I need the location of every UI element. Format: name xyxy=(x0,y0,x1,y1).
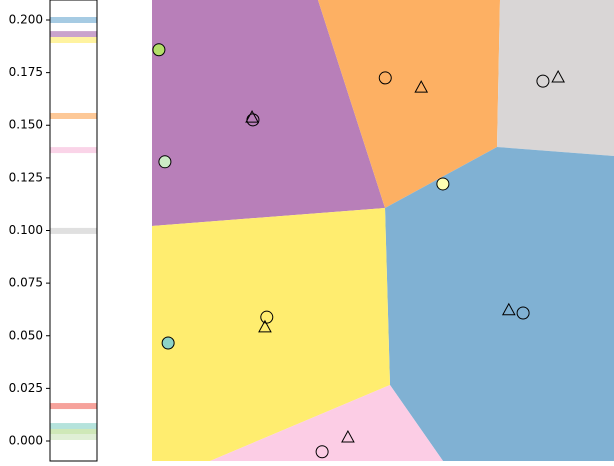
circle-marker xyxy=(378,71,392,85)
y-tick-label: 0.100 xyxy=(9,223,43,237)
colorbar-band xyxy=(50,428,97,435)
colorbar-band xyxy=(50,423,97,430)
y-tick-label: 0.150 xyxy=(9,118,43,132)
circle-marker xyxy=(516,306,530,320)
y-tick-label: 0.000 xyxy=(9,434,43,448)
colorbar-band xyxy=(50,31,97,38)
y-tick-label: 0.125 xyxy=(9,170,43,184)
colorbar-band xyxy=(50,147,97,154)
triangle-marker xyxy=(501,302,516,316)
y-tick-label: 0.175 xyxy=(9,65,43,79)
region-map xyxy=(152,0,614,461)
colorbar-band xyxy=(50,112,97,119)
colorbar-band xyxy=(50,227,97,234)
region xyxy=(152,208,390,461)
circle-marker xyxy=(152,43,166,57)
circle-marker xyxy=(315,445,329,459)
y-tick-label: 0.025 xyxy=(9,381,43,395)
colorbar-band xyxy=(50,434,97,441)
y-tick-label: 0.200 xyxy=(9,12,43,26)
circle-marker xyxy=(536,74,550,88)
region xyxy=(152,0,385,226)
triangle-marker xyxy=(245,110,259,123)
colorbar-band xyxy=(50,36,97,43)
circle-marker xyxy=(260,310,274,324)
colorbar-band xyxy=(50,403,97,410)
circle-marker xyxy=(161,336,175,350)
triangle-marker xyxy=(551,69,565,83)
circle-marker xyxy=(436,177,450,191)
region xyxy=(497,0,614,156)
triangle-marker xyxy=(341,429,355,443)
region xyxy=(318,0,500,208)
triangle-marker xyxy=(414,80,429,93)
region xyxy=(210,385,443,461)
circle-marker xyxy=(158,155,172,169)
region xyxy=(385,147,614,461)
colorbar-band xyxy=(50,16,97,23)
triangle-marker xyxy=(258,319,272,333)
y-tick-label: 0.075 xyxy=(9,276,43,290)
y-tick-label: 0.050 xyxy=(9,328,43,342)
